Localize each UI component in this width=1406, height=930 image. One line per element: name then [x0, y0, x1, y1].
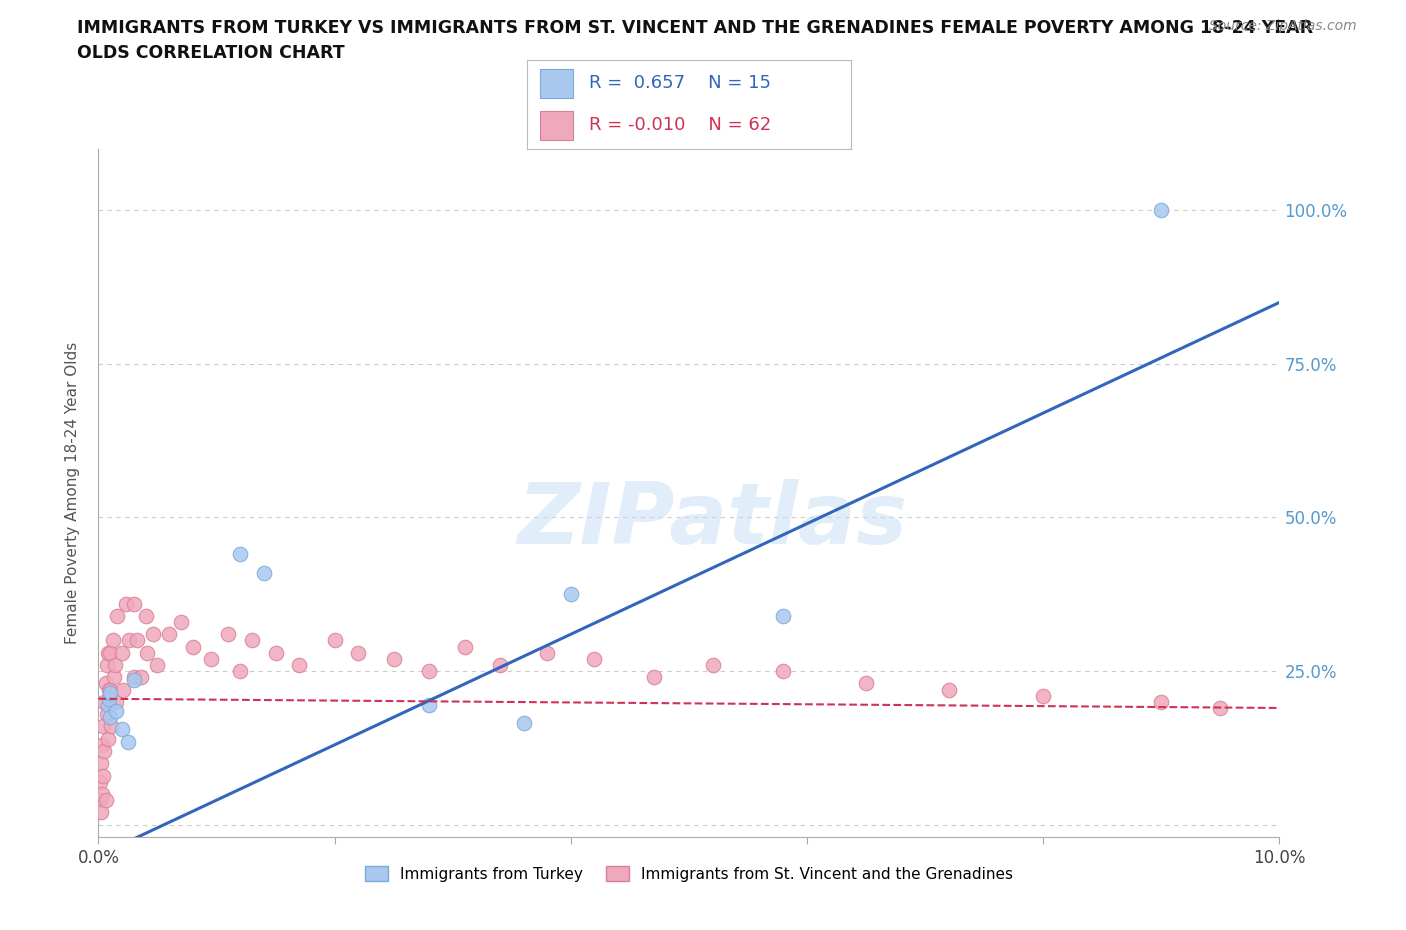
- Text: IMMIGRANTS FROM TURKEY VS IMMIGRANTS FROM ST. VINCENT AND THE GRENADINES FEMALE : IMMIGRANTS FROM TURKEY VS IMMIGRANTS FRO…: [77, 19, 1313, 36]
- Point: [536, 645, 558, 660]
- Point: [122, 673, 145, 688]
- Point: [94, 792, 117, 807]
- Point: [96, 658, 118, 672]
- Point: [98, 682, 121, 697]
- Point: [1032, 688, 1054, 703]
- Point: [105, 608, 128, 623]
- Point: [127, 633, 149, 648]
- Point: [347, 645, 370, 660]
- Point: [105, 695, 128, 710]
- Point: [111, 645, 134, 660]
- Point: [702, 658, 724, 672]
- Point: [103, 670, 125, 684]
- Point: [97, 645, 120, 660]
- Point: [91, 737, 114, 752]
- Text: ZIPatlas: ZIPatlas: [517, 479, 908, 562]
- Point: [135, 645, 157, 660]
- Point: [229, 664, 252, 679]
- Point: [90, 756, 112, 771]
- Point: [264, 645, 287, 660]
- Point: [104, 658, 127, 672]
- Point: [101, 633, 124, 648]
- Point: [94, 676, 117, 691]
- Point: [489, 658, 512, 672]
- Point: [117, 735, 139, 750]
- Point: [89, 775, 111, 790]
- Point: [382, 651, 405, 666]
- Point: [288, 658, 311, 672]
- Point: [146, 658, 169, 672]
- Point: [122, 670, 145, 684]
- Point: [122, 596, 145, 611]
- Point: [512, 716, 534, 731]
- Text: OLDS CORRELATION CHART: OLDS CORRELATION CHART: [77, 44, 344, 61]
- Y-axis label: Female Poverty Among 18-24 Year Olds: Female Poverty Among 18-24 Year Olds: [65, 342, 80, 644]
- Point: [1209, 700, 1232, 715]
- Bar: [540, 70, 572, 99]
- Point: [111, 722, 134, 737]
- Point: [118, 633, 141, 648]
- Point: [89, 792, 111, 807]
- Point: [229, 547, 252, 562]
- Point: [453, 639, 475, 654]
- Point: [643, 670, 665, 684]
- Point: [93, 744, 115, 759]
- Point: [90, 805, 112, 820]
- Point: [96, 707, 118, 722]
- Point: [938, 682, 960, 697]
- Point: [772, 664, 794, 679]
- Bar: [540, 111, 572, 140]
- Point: [98, 682, 121, 697]
- Point: [240, 633, 263, 648]
- Point: [100, 719, 122, 734]
- Point: [114, 596, 136, 611]
- Point: [157, 627, 180, 642]
- Point: [253, 565, 276, 580]
- Point: [418, 664, 440, 679]
- Point: [91, 719, 114, 734]
- Point: [418, 698, 440, 712]
- Point: [93, 695, 115, 710]
- Point: [855, 676, 877, 691]
- Point: [135, 608, 157, 623]
- Point: [772, 608, 794, 623]
- Point: [200, 651, 222, 666]
- Point: [97, 731, 120, 746]
- Point: [98, 645, 121, 660]
- Text: Source: ZipAtlas.com: Source: ZipAtlas.com: [1209, 19, 1357, 33]
- Point: [97, 698, 120, 712]
- Point: [323, 633, 346, 648]
- Point: [181, 639, 204, 654]
- Point: [583, 651, 606, 666]
- Point: [1150, 695, 1173, 710]
- Point: [170, 615, 193, 630]
- Text: R = -0.010    N = 62: R = -0.010 N = 62: [589, 116, 770, 134]
- Point: [91, 787, 114, 802]
- Legend: Immigrants from Turkey, Immigrants from St. Vincent and the Grenadines: Immigrants from Turkey, Immigrants from …: [359, 859, 1019, 888]
- Point: [105, 704, 128, 719]
- Point: [129, 670, 152, 684]
- Point: [217, 627, 239, 642]
- Point: [98, 710, 121, 724]
- Point: [112, 682, 135, 697]
- Point: [1150, 203, 1173, 218]
- Text: R =  0.657    N = 15: R = 0.657 N = 15: [589, 74, 770, 92]
- Point: [91, 768, 114, 783]
- Point: [98, 685, 121, 700]
- Point: [560, 587, 582, 602]
- Point: [142, 627, 165, 642]
- Point: [98, 691, 121, 706]
